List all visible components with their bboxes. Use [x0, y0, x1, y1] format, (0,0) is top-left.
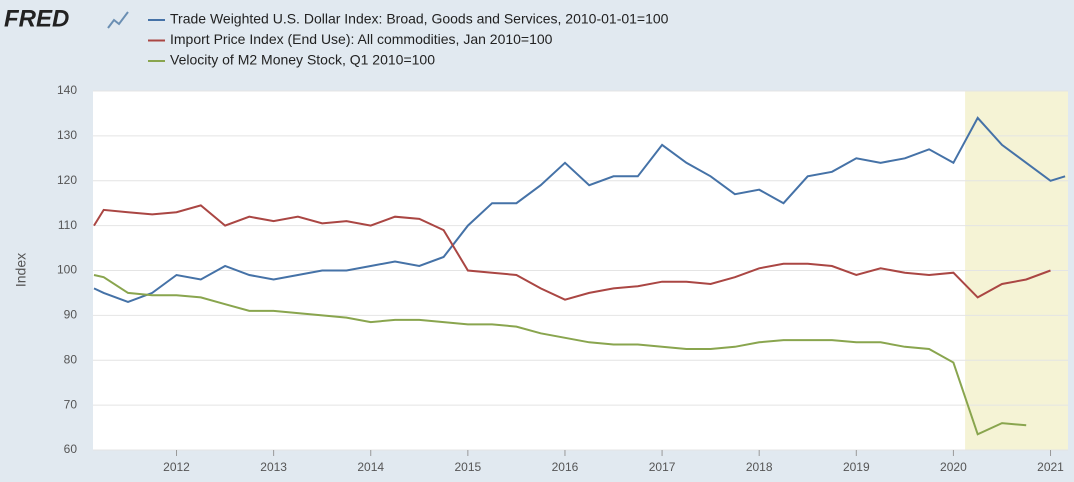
x-tick-label: 2017: [649, 460, 676, 474]
y-tick-label: 110: [58, 218, 77, 232]
y-tick-label: 120: [57, 173, 77, 187]
y-tick-label: 70: [64, 397, 78, 411]
series-line: [93, 274, 1027, 436]
x-tick-label: 2014: [357, 460, 384, 474]
series-line: [93, 204, 1051, 301]
y-tick-label: 130: [57, 128, 77, 142]
y-tick-label: 140: [57, 83, 77, 97]
x-tick-label: 2019: [843, 460, 870, 474]
y-tick-label: 60: [64, 442, 78, 456]
x-tick-label: 2012: [163, 460, 190, 474]
x-tick-label: 2021: [1037, 460, 1064, 474]
y-axis-label: Index: [13, 253, 29, 287]
x-tick-label: 2016: [552, 460, 579, 474]
legend-label: Trade Weighted U.S. Dollar Index: Broad,…: [170, 11, 669, 27]
y-tick-label: 80: [64, 352, 78, 366]
x-tick-label: 2020: [940, 460, 967, 474]
y-tick-label: 90: [64, 308, 78, 322]
logo-icon: [107, 11, 129, 29]
x-tick-label: 2015: [454, 460, 481, 474]
y-tick-label: 100: [57, 263, 77, 277]
legend-label: Velocity of M2 Money Stock, Q1 2010=100: [170, 52, 435, 68]
legend-label: Import Price Index (End Use): All commod…: [170, 31, 553, 47]
x-tick-label: 2013: [260, 460, 287, 474]
series-line: [93, 116, 1066, 303]
x-tick-label: 2018: [746, 460, 773, 474]
logo: FRED: [4, 5, 69, 32]
